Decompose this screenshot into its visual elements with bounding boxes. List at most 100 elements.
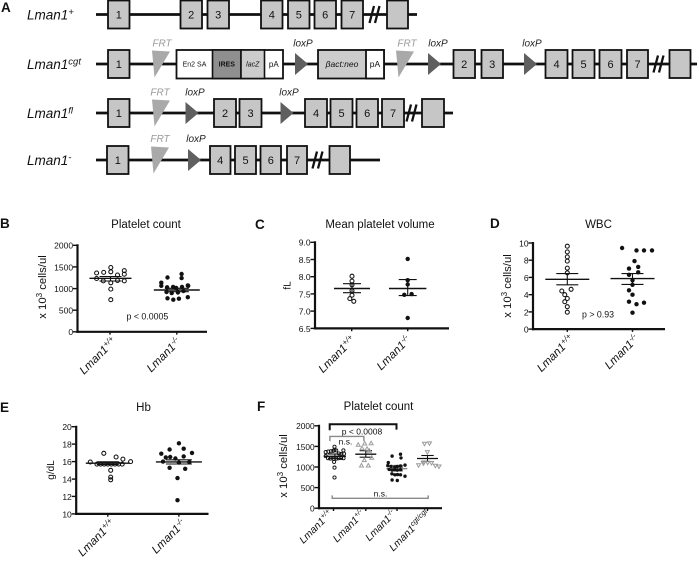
- svg-text:Lman1+/+: Lman1+/+: [75, 516, 118, 559]
- svg-text:Lman1+/+: Lman1+/+: [76, 334, 119, 377]
- svg-text:loxP: loxP: [522, 39, 542, 50]
- svg-text:8.5: 8.5: [299, 255, 311, 265]
- svg-text:Hb: Hb: [136, 402, 151, 414]
- svg-text:4: 4: [553, 59, 559, 71]
- svg-text:F: F: [257, 399, 265, 414]
- svg-text:1500: 1500: [54, 262, 73, 272]
- svg-text:IRES: IRES: [219, 62, 236, 69]
- svg-text:3: 3: [489, 59, 495, 71]
- svg-text:Platelet count: Platelet count: [344, 401, 414, 413]
- svg-text:p < 0.0005: p < 0.0005: [127, 312, 169, 322]
- svg-text:1500: 1500: [296, 442, 315, 452]
- svg-text:10: 10: [62, 509, 72, 519]
- svg-text:1: 1: [116, 59, 122, 71]
- svg-text:7.0: 7.0: [299, 307, 311, 317]
- svg-text:2: 2: [461, 59, 467, 71]
- svg-text:FRT: FRT: [150, 88, 170, 99]
- svg-text:loxP: loxP: [428, 39, 448, 50]
- svg-text:7.5: 7.5: [299, 289, 311, 299]
- svg-text:0: 0: [68, 327, 73, 337]
- svg-text:p < 0.0008: p < 0.0008: [342, 426, 383, 436]
- svg-text:2000: 2000: [296, 421, 315, 431]
- svg-text:Mean platelet volume: Mean platelet volume: [325, 219, 434, 231]
- svg-text:pA: pA: [269, 60, 279, 69]
- svg-text:0: 0: [524, 325, 529, 335]
- svg-text:2000: 2000: [54, 241, 73, 251]
- svg-text:WBC: WBC: [585, 219, 612, 231]
- svg-text:7: 7: [294, 155, 300, 167]
- svg-text:500: 500: [301, 483, 315, 493]
- svg-text:loxP: loxP: [185, 88, 205, 99]
- svg-text:Lman1+/-: Lman1+/-: [329, 506, 368, 545]
- svg-text:Lman1+: Lman1+: [27, 7, 74, 23]
- svg-text:Lman1+/+: Lman1+/+: [315, 332, 358, 375]
- svg-text:Lman1-/-: Lman1-/-: [374, 332, 414, 372]
- svg-text:6: 6: [364, 108, 370, 120]
- svg-text:D: D: [490, 216, 500, 231]
- svg-text:8: 8: [524, 256, 529, 266]
- svg-text:Lman1+/+: Lman1+/+: [296, 507, 336, 547]
- svg-text:12: 12: [62, 492, 72, 502]
- svg-text:En2 SA: En2 SA: [183, 62, 207, 69]
- svg-text:3: 3: [247, 108, 253, 120]
- svg-text:4: 4: [217, 155, 223, 167]
- svg-text:fL: fL: [283, 281, 294, 290]
- svg-text:Lman1fl: Lman1fl: [27, 106, 74, 122]
- svg-text:loxP: loxP: [293, 39, 313, 50]
- svg-text:14: 14: [62, 475, 72, 485]
- svg-text:x 103 cells/ul: x 103 cells/ul: [35, 255, 49, 318]
- svg-text:20: 20: [62, 422, 72, 432]
- svg-text:8.0: 8.0: [299, 272, 311, 282]
- svg-text:9.0: 9.0: [299, 238, 311, 248]
- svg-text:4: 4: [524, 290, 529, 300]
- svg-text:x 103 cells/ul: x 103 cells/ul: [500, 254, 514, 317]
- svg-text:0: 0: [310, 504, 315, 514]
- svg-text:18: 18: [62, 440, 72, 450]
- svg-text:n.s.: n.s.: [374, 489, 388, 499]
- svg-text:FRT: FRT: [150, 134, 170, 145]
- svg-text:16: 16: [62, 457, 72, 467]
- svg-text:1000: 1000: [54, 284, 73, 294]
- svg-text:A: A: [1, 0, 11, 15]
- svg-text:Platelet count: Platelet count: [111, 219, 181, 231]
- svg-text:FRT: FRT: [152, 39, 172, 50]
- svg-text:1: 1: [116, 108, 122, 120]
- svg-text:βact:neo: βact:neo: [325, 59, 359, 69]
- svg-text:2: 2: [222, 108, 228, 120]
- svg-text:4: 4: [313, 108, 319, 120]
- svg-text:FRT: FRT: [397, 39, 417, 50]
- svg-text:n.s.: n.s.: [339, 437, 353, 447]
- svg-text:1: 1: [115, 155, 121, 167]
- svg-text:g/dL: g/dL: [46, 460, 57, 480]
- svg-text:Lman1-: Lman1-: [27, 153, 71, 169]
- svg-text:lacZ: lacZ: [246, 62, 260, 69]
- svg-text:6: 6: [607, 59, 613, 71]
- svg-text:p > 0.93: p > 0.93: [582, 310, 614, 320]
- svg-text:5: 5: [338, 108, 344, 120]
- svg-text:loxP: loxP: [186, 134, 206, 145]
- svg-text:7: 7: [634, 59, 640, 71]
- svg-text:Lman1+/+: Lman1+/+: [534, 331, 577, 374]
- svg-text:6: 6: [524, 273, 529, 283]
- svg-text:2: 2: [188, 10, 194, 22]
- svg-text:1000: 1000: [296, 462, 315, 472]
- svg-text:B: B: [0, 216, 10, 231]
- svg-text:5: 5: [296, 10, 302, 22]
- svg-text:2: 2: [524, 307, 529, 317]
- svg-text:Lman1-/-: Lman1-/-: [149, 516, 189, 556]
- svg-text:6: 6: [322, 10, 328, 22]
- svg-text:500: 500: [59, 306, 73, 316]
- svg-text:10: 10: [519, 238, 529, 248]
- svg-text:Lman1-/-: Lman1-/-: [602, 331, 642, 371]
- svg-text:4: 4: [269, 10, 275, 22]
- svg-text:x 103 cells/ul: x 103 cells/ul: [276, 434, 290, 497]
- svg-text:5: 5: [242, 155, 248, 167]
- svg-text:C: C: [255, 217, 265, 232]
- svg-text:Lman1-/-: Lman1-/-: [144, 334, 184, 374]
- svg-text:7: 7: [390, 108, 396, 120]
- svg-text:Lman1-/-: Lman1-/-: [362, 506, 399, 543]
- svg-text:1: 1: [116, 10, 122, 22]
- svg-text:loxP: loxP: [279, 88, 299, 99]
- svg-text:pA: pA: [370, 59, 381, 69]
- svg-text:7: 7: [349, 10, 355, 22]
